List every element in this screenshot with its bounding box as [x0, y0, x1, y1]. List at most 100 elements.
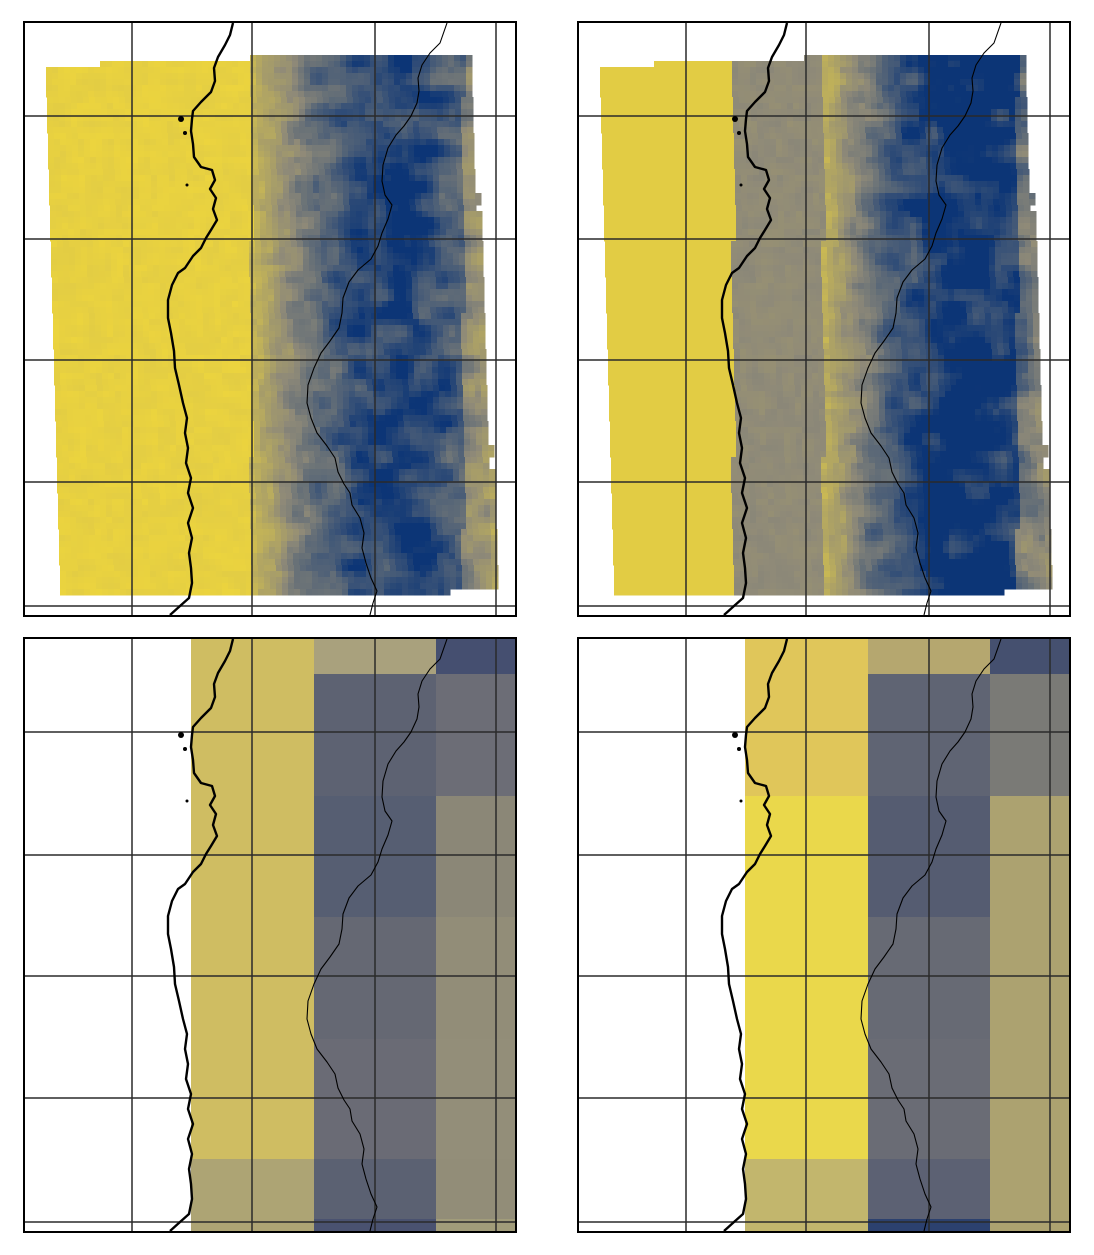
raster-cell: [434, 205, 441, 212]
raster-cell: [137, 121, 144, 128]
raster-cell: [102, 133, 109, 140]
raster-cell: [436, 301, 443, 308]
raster-cell: [74, 427, 81, 434]
raster-cell: [465, 247, 472, 254]
raster-cell: [245, 313, 252, 320]
raster-cell: [178, 283, 185, 290]
raster-cell: [378, 151, 385, 158]
raster-cell: [476, 223, 483, 230]
raster-cell: [384, 355, 391, 362]
raster-cell: [91, 187, 98, 194]
raster-cell: [260, 433, 267, 440]
raster-cell: [131, 325, 138, 332]
raster-cell: [393, 271, 400, 278]
raster-cell: [166, 73, 173, 80]
raster-cell: [390, 133, 397, 140]
raster-cell: [81, 463, 88, 470]
raster-cell: [246, 373, 253, 380]
raster-cell: [69, 469, 76, 476]
raster-cell: [433, 169, 440, 176]
raster-cell: [402, 151, 409, 158]
raster-cell: [401, 337, 408, 344]
raster-cell: [239, 109, 246, 116]
raster-cell: [344, 223, 351, 230]
raster-cell: [70, 277, 77, 284]
raster-cell: [115, 385, 122, 392]
raster-cell: [181, 187, 188, 194]
raster-cell: [321, 457, 328, 464]
raster-cell: [102, 139, 109, 146]
raster-cell: [144, 361, 151, 368]
raster-cell: [94, 91, 101, 98]
raster-cell: [378, 157, 385, 164]
raster-cell: [100, 73, 107, 80]
raster-cell: [395, 121, 402, 128]
raster-cell: [422, 223, 429, 230]
raster-cell: [395, 331, 402, 338]
raster-cell: [92, 211, 99, 218]
raster-cell: [91, 415, 98, 422]
raster-cell: [139, 409, 146, 416]
raster-cell: [258, 133, 265, 140]
raster-cell: [327, 271, 334, 278]
raster-cell: [97, 181, 104, 188]
raster-cell: [186, 145, 193, 152]
raster-cell: [383, 319, 390, 326]
raster-cell: [148, 67, 155, 74]
raster-cell: [478, 277, 485, 284]
raster-cell: [470, 205, 477, 212]
raster-cell: [366, 367, 373, 374]
raster-cell: [330, 145, 337, 152]
raster-cell: [368, 211, 375, 218]
raster-cell: [377, 313, 384, 320]
raster-cell: [274, 79, 281, 86]
raster-cell: [156, 349, 163, 356]
raster-cell: [269, 121, 276, 128]
raster-cell: [87, 241, 94, 248]
raster-cell: [233, 325, 240, 332]
raster-cell: [321, 469, 328, 476]
raster-cell: [400, 283, 407, 290]
raster-cell: [359, 97, 366, 104]
raster-cell: [358, 283, 365, 290]
raster-cell: [344, 421, 351, 428]
raster-cell: [62, 445, 69, 452]
raster-cell: [240, 145, 247, 152]
raster-cell: [356, 229, 363, 236]
raster-cell: [272, 217, 279, 224]
raster-cell: [354, 373, 361, 380]
raster-cell: [291, 463, 298, 470]
raster-cell: [130, 91, 137, 98]
raster-cell: [299, 109, 306, 116]
raster-cell: [311, 121, 318, 128]
raster-cell: [123, 475, 130, 482]
raster-cell: [310, 295, 317, 302]
raster-cell: [412, 301, 419, 308]
raster-cell: [382, 91, 389, 98]
raster-cell: [257, 337, 264, 344]
raster-cell: [457, 169, 464, 176]
raster-cell: [273, 457, 280, 464]
raster-cell: [223, 385, 230, 392]
raster-cell: [175, 175, 182, 182]
raster-cell: [420, 133, 427, 140]
raster-cell: [262, 283, 269, 290]
raster-cell: [341, 313, 348, 320]
raster-cell: [130, 61, 137, 68]
raster-cell: [308, 205, 315, 212]
raster-cell: [154, 289, 161, 296]
raster-cell: [46, 79, 53, 86]
raster-cell: [387, 259, 394, 266]
raster-cell: [94, 85, 101, 92]
raster-cell: [320, 445, 327, 452]
raster-cell: [428, 211, 435, 218]
raster-cell: [130, 295, 137, 302]
raster-cell: [48, 157, 55, 164]
raster-cell: [463, 169, 470, 176]
raster-cell: [200, 445, 207, 452]
raster-cell: [255, 253, 262, 260]
raster-cell: [247, 385, 254, 392]
raster-cell: [330, 367, 337, 374]
raster-cell: [161, 115, 168, 122]
raster-cell: [307, 181, 314, 188]
